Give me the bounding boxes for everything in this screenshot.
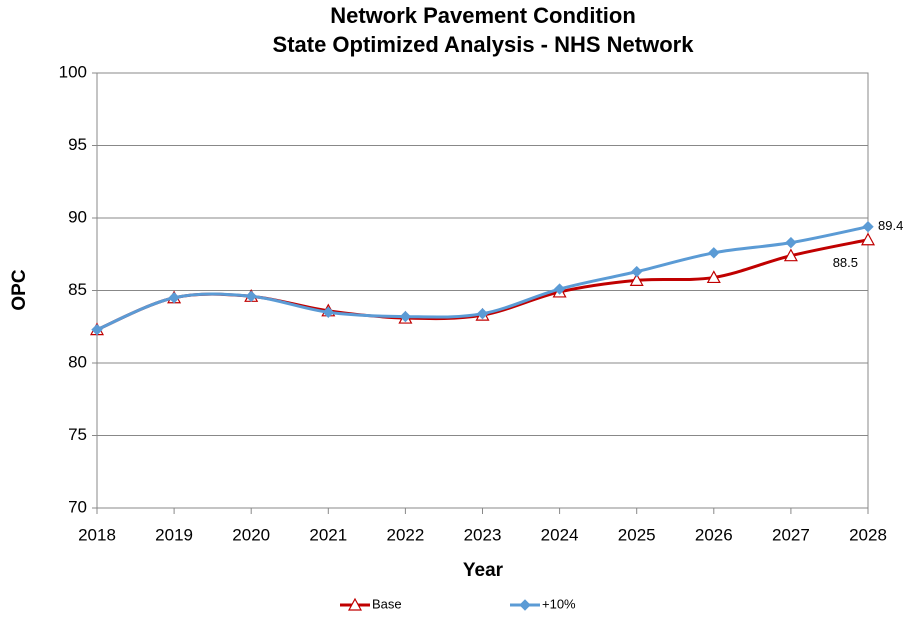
marker	[322, 306, 335, 318]
y-tick-label: 80	[68, 352, 87, 371]
x-tick-label: 2027	[772, 525, 810, 544]
y-tick-label: 95	[68, 135, 87, 154]
data-label: 89.4	[878, 218, 903, 233]
marker	[168, 292, 180, 304]
y-tick-label: 85	[68, 280, 87, 299]
marker	[630, 265, 643, 278]
legend-marker	[519, 599, 531, 611]
x-tick-label: 2019	[155, 525, 193, 544]
chart-subtitle: State Optimized Analysis - NHS Network	[273, 32, 695, 57]
marker	[91, 323, 103, 336]
y-tick-label: 75	[68, 425, 87, 444]
x-tick-label: 2024	[541, 525, 579, 544]
y-tick-label: 90	[68, 207, 87, 226]
legend-marker	[347, 597, 363, 611]
x-tick-label: 2023	[464, 525, 502, 544]
x-axis-label: Year	[463, 560, 504, 581]
chart-title: Network Pavement Condition	[330, 3, 636, 28]
x-tick-label: 2025	[618, 525, 656, 544]
legend-label: +10%	[542, 596, 576, 611]
marker	[783, 248, 798, 262]
x-tick-label: 2021	[309, 525, 347, 544]
marker	[553, 283, 566, 295]
y-axis-label: OPC	[9, 269, 30, 310]
x-tick-label: 2028	[849, 525, 887, 544]
x-tick-label: 2018	[78, 525, 116, 544]
x-tick-label: 2026	[695, 525, 733, 544]
marker	[860, 232, 876, 246]
marker	[785, 236, 797, 249]
marker	[245, 290, 257, 303]
marker	[862, 220, 874, 233]
legend-label: Base	[372, 596, 402, 611]
marker	[476, 307, 489, 320]
marker	[399, 310, 412, 323]
x-tick-label: 2020	[232, 525, 270, 544]
y-tick-label: 100	[59, 62, 87, 81]
marker	[708, 247, 720, 259]
data-label: 88.5	[833, 255, 858, 270]
x-tick-label: 2022	[386, 525, 424, 544]
marker	[706, 270, 721, 284]
marker	[629, 273, 644, 286]
y-tick-label: 70	[68, 497, 87, 516]
